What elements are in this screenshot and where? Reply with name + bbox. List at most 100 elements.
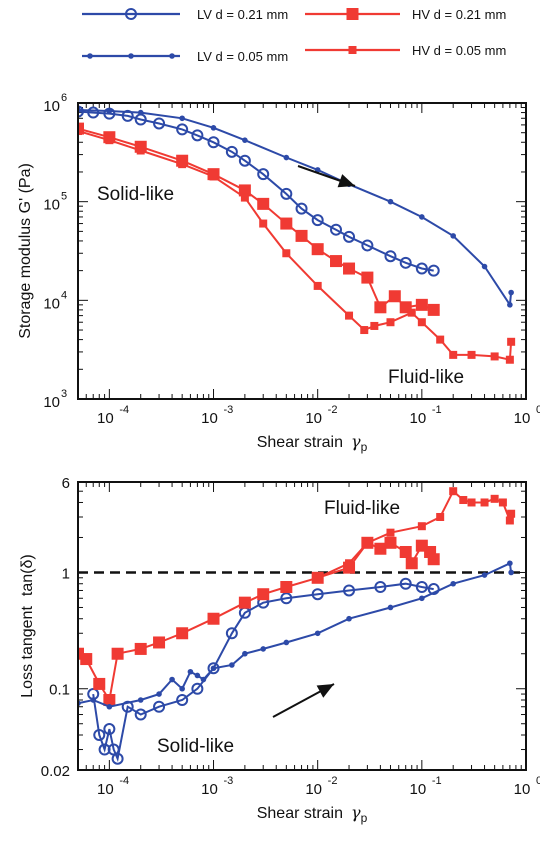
data-point (508, 289, 514, 296)
series-group (78, 105, 516, 364)
legend-entry: LV d = 0.21 mm (82, 7, 288, 22)
series-line (78, 541, 435, 703)
data-point (80, 653, 93, 666)
data-point (153, 700, 166, 713)
series-line (78, 109, 513, 308)
data-point (314, 167, 321, 173)
data-point (176, 123, 189, 136)
legend-marker (346, 8, 359, 20)
data-point (399, 577, 412, 590)
data-point (280, 187, 293, 200)
series-filled-square-large (78, 536, 440, 707)
data-point (238, 596, 251, 609)
data-point (505, 516, 514, 525)
data-point (343, 584, 356, 597)
x-tick-label: 10 (514, 410, 531, 427)
data-point (93, 729, 106, 742)
legend-entry: HV d = 0.05 mm (305, 43, 506, 58)
data-point (415, 580, 428, 593)
series-open-circle (87, 577, 440, 765)
data-point (419, 214, 425, 220)
legend-marker (87, 53, 93, 59)
legend-label: LV d = 0.21 mm (197, 7, 288, 22)
x-axis-title: Shear strain γp (257, 432, 368, 454)
x-tick-exponent: -4 (119, 404, 129, 416)
data-point (87, 106, 100, 119)
annotation-solid-like: Solid-like (97, 184, 174, 205)
data-point (387, 198, 394, 205)
data-point (280, 592, 293, 605)
data-point (419, 595, 425, 602)
series-filled-square-small (78, 127, 516, 364)
data-point (370, 321, 379, 330)
data-point (257, 168, 270, 181)
data-point (345, 311, 354, 320)
data-point (360, 326, 369, 335)
x-tick-label: 10 (201, 410, 218, 427)
data-point (156, 691, 162, 697)
data-point (136, 146, 145, 155)
data-point (399, 545, 412, 558)
series-filled-square-small (313, 487, 516, 582)
data-point (374, 301, 387, 314)
minor-ticks (77, 481, 526, 771)
data-point (153, 117, 166, 130)
data-point (417, 318, 426, 327)
y-tick-label: 10 (43, 197, 60, 214)
data-point (399, 256, 412, 269)
annotation-fluid-like: Fluid-like (388, 367, 464, 388)
data-point (436, 335, 445, 344)
data-point (78, 127, 82, 136)
loss-tangent-chart: 10 -4 10 -3 10 -2 10 -1 10 0 0.02 0.1 1 6 Shear strain… (19, 475, 540, 825)
data-point (388, 290, 401, 303)
data-point (387, 604, 394, 611)
x-tick-label: 10 (514, 781, 531, 798)
series-open-circle (78, 105, 440, 277)
data-point (507, 302, 513, 308)
data-point (200, 676, 207, 683)
x-tick-exponent: -3 (224, 775, 234, 787)
data-point (238, 184, 251, 197)
data-point (481, 263, 488, 270)
data-point (407, 308, 416, 317)
data-point (93, 677, 106, 690)
data-point (374, 580, 387, 593)
data-point (384, 250, 397, 263)
series-group (78, 487, 516, 765)
legend-label: LV d = 0.05 mm (197, 49, 288, 64)
series-filled-square-large (78, 122, 440, 316)
data-point (311, 588, 324, 601)
data-point (106, 108, 113, 114)
x-tick-exponent: 0 (536, 775, 540, 787)
data-point (242, 650, 248, 657)
legend-marker (128, 53, 134, 59)
data-point (427, 583, 440, 596)
data-point (345, 559, 354, 568)
data-point (169, 676, 175, 683)
arrow-icon (297, 165, 356, 188)
data-point (330, 223, 343, 236)
data-point (490, 494, 499, 503)
data-point (343, 262, 356, 275)
x-tick-exponent: -3 (224, 404, 234, 416)
series-filled-dot (78, 107, 514, 308)
x-tick-exponent: -1 (432, 404, 442, 416)
x-tick-exponent: 0 (536, 404, 540, 416)
data-point (207, 136, 220, 149)
data-point (121, 700, 134, 713)
x-tick-exponent: -2 (328, 775, 338, 787)
data-point (480, 498, 489, 507)
series-filled-dot (78, 560, 514, 710)
data-point (507, 509, 516, 518)
data-point (508, 569, 514, 576)
data-point (134, 642, 147, 655)
data-point (313, 281, 322, 290)
x-axis-title: Shear strain γp (257, 803, 368, 825)
data-point (507, 560, 513, 567)
data-point (427, 303, 440, 316)
data-point (343, 230, 356, 243)
data-point (361, 239, 374, 252)
data-point (361, 271, 374, 284)
data-point (282, 249, 291, 258)
